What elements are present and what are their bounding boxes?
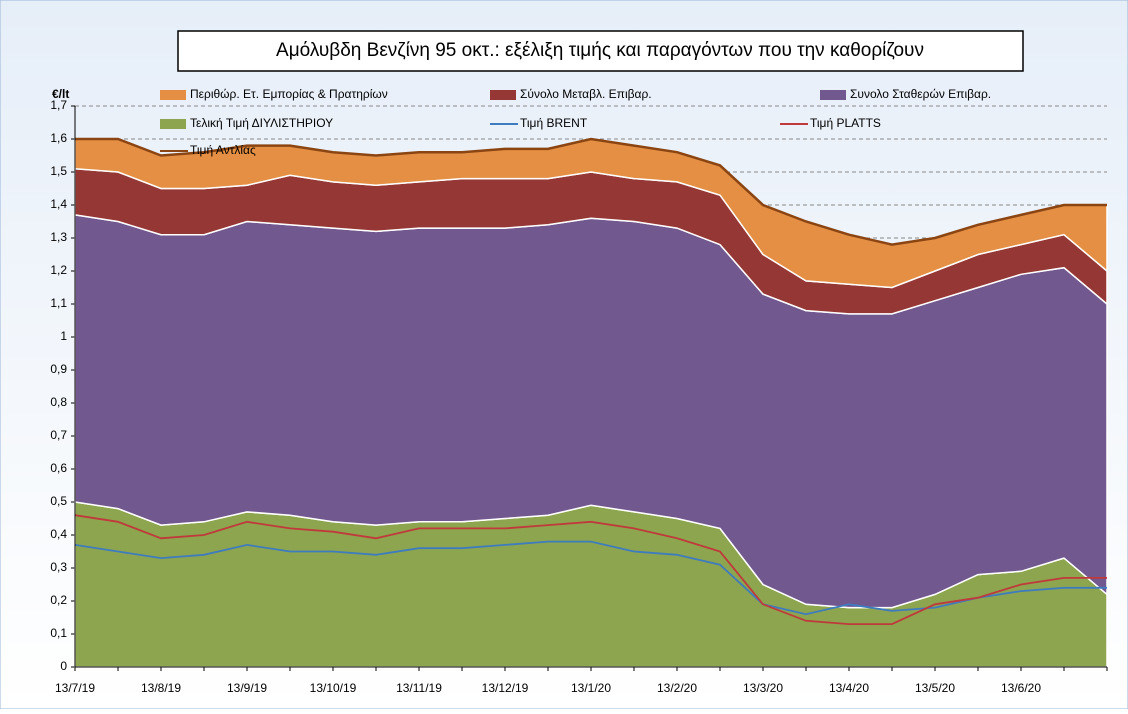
legend-swatch xyxy=(490,90,516,100)
legend-label: Τιμή PLATTS xyxy=(810,116,881,130)
x-tick-label: 13/7/19 xyxy=(55,681,95,695)
legend-swatch xyxy=(820,90,846,100)
y-tick-label: 1,5 xyxy=(50,164,67,178)
legend-label: Σύνολο Μεταβλ. Επιβαρ. xyxy=(520,87,652,101)
y-tick-label: 1,1 xyxy=(50,296,67,310)
x-tick-label: 13/3/20 xyxy=(743,681,783,695)
legend-swatch xyxy=(160,90,186,100)
line xyxy=(75,137,1107,246)
y-tick-label: 0,3 xyxy=(50,560,67,574)
x-tick-label: 13/11/19 xyxy=(396,681,442,695)
y-tick-label: 0,2 xyxy=(50,593,67,607)
y-tick-label: 1,4 xyxy=(50,197,67,211)
y-tick-label: 1 xyxy=(60,329,67,343)
legend-label: Συνολο Σταθερών Επιβαρ. xyxy=(850,87,991,101)
y-tick-label: 0,6 xyxy=(50,461,67,475)
x-tick-label: 13/4/20 xyxy=(829,681,869,695)
x-tick-label: 13/5/20 xyxy=(915,681,955,695)
y-tick-label: 0,9 xyxy=(50,362,67,376)
x-tick-label: 13/2/20 xyxy=(657,681,697,695)
y-tick-label: 0,8 xyxy=(50,395,67,409)
line xyxy=(74,514,1107,625)
y-tick-label: 1,2 xyxy=(50,263,67,277)
y-tick-label: 0,7 xyxy=(50,428,67,442)
chart-title: Αμόλυβδη Βενζίνη 95 οκτ.: εξέλιξη τιμής … xyxy=(276,40,924,61)
y-tick-label: 1,3 xyxy=(50,230,67,244)
y-tick-label: 0 xyxy=(60,659,67,673)
x-tick-label: 13/8/19 xyxy=(141,681,181,695)
y-tick-label: 0,5 xyxy=(50,494,67,508)
legend-label: Τιμή BRENT xyxy=(520,116,588,130)
x-tick-label: 13/9/19 xyxy=(227,681,267,695)
x-tick-label: 13/10/19 xyxy=(310,681,357,695)
legend-label: Τελική Τιμή ΔΙΥΛΙΣΤΗΡΙΟΥ xyxy=(190,116,333,130)
x-tick-label: 13/1/20 xyxy=(571,681,611,695)
legend-swatch xyxy=(160,119,186,129)
legend-label: Περιθώρ. Ετ. Εμπορίας & Πρατηρίων xyxy=(190,87,388,101)
legend-label: Τιμή Αντλίας xyxy=(190,143,256,157)
y-tick-label: 0,1 xyxy=(50,626,67,640)
y-tick-label: 1,6 xyxy=(50,131,67,145)
y-tick-label: 0,4 xyxy=(50,527,67,541)
y-axis-label: €/lt xyxy=(52,87,69,101)
x-tick-label: 13/6/20 xyxy=(1001,681,1041,695)
x-tick-label: 13/12/19 xyxy=(482,681,529,695)
y-tick-label: 1,7 xyxy=(50,98,67,112)
line xyxy=(74,540,1107,616)
title-box xyxy=(177,30,1024,72)
